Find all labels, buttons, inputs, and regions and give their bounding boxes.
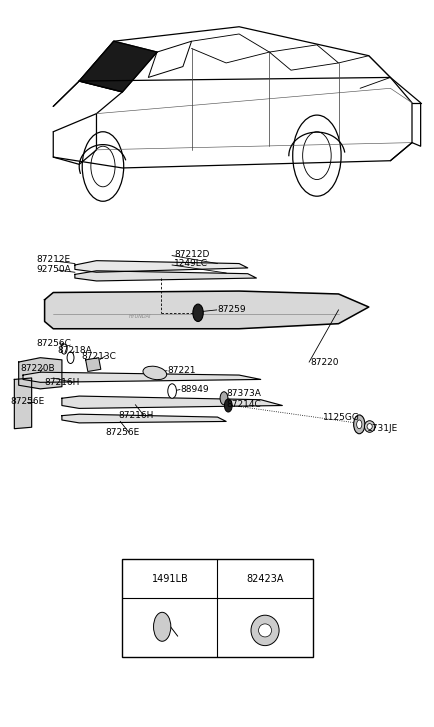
Text: 82423A: 82423A xyxy=(246,574,283,584)
Text: 87216H: 87216H xyxy=(45,378,80,387)
Polygon shape xyxy=(62,396,282,409)
Text: 87212E: 87212E xyxy=(36,255,70,265)
Circle shape xyxy=(220,392,227,405)
Text: 87221: 87221 xyxy=(168,366,196,375)
Text: 87218A: 87218A xyxy=(57,346,92,355)
Ellipse shape xyxy=(366,424,372,430)
Circle shape xyxy=(224,399,232,412)
Polygon shape xyxy=(75,270,256,281)
Text: 87259: 87259 xyxy=(217,305,246,314)
Text: 1125GG: 1125GG xyxy=(322,413,359,422)
Text: 87256C: 87256C xyxy=(36,339,71,348)
Text: 87220B: 87220B xyxy=(21,364,56,373)
Text: 87216H: 87216H xyxy=(118,411,153,420)
Polygon shape xyxy=(85,358,101,371)
Text: 1731JE: 1731JE xyxy=(366,424,397,433)
Ellipse shape xyxy=(258,624,271,637)
Circle shape xyxy=(168,384,176,398)
Circle shape xyxy=(192,304,203,321)
Text: 87256E: 87256E xyxy=(105,427,139,437)
Polygon shape xyxy=(79,41,157,92)
Text: 88949: 88949 xyxy=(181,385,209,394)
Circle shape xyxy=(353,415,364,434)
Ellipse shape xyxy=(143,366,166,379)
Text: 87220: 87220 xyxy=(310,358,338,366)
Text: 92750A: 92750A xyxy=(36,265,71,274)
Circle shape xyxy=(356,420,361,429)
Text: 87212D: 87212D xyxy=(174,249,209,259)
Polygon shape xyxy=(45,291,368,329)
Text: 87256E: 87256E xyxy=(10,398,44,406)
Text: 1491LB: 1491LB xyxy=(151,574,188,584)
Text: HYUNDAI: HYUNDAI xyxy=(128,314,151,319)
Text: 1249LC: 1249LC xyxy=(174,259,208,268)
Polygon shape xyxy=(19,358,62,389)
Polygon shape xyxy=(75,261,247,272)
Polygon shape xyxy=(14,378,32,429)
Ellipse shape xyxy=(364,421,374,433)
Circle shape xyxy=(153,612,171,641)
Text: 87214C: 87214C xyxy=(226,401,260,409)
Polygon shape xyxy=(62,414,226,423)
Polygon shape xyxy=(23,372,260,382)
Text: 87213C: 87213C xyxy=(81,352,116,361)
Text: 87373A: 87373A xyxy=(226,390,260,398)
Circle shape xyxy=(61,344,67,354)
Ellipse shape xyxy=(250,615,279,646)
Circle shape xyxy=(67,352,74,364)
